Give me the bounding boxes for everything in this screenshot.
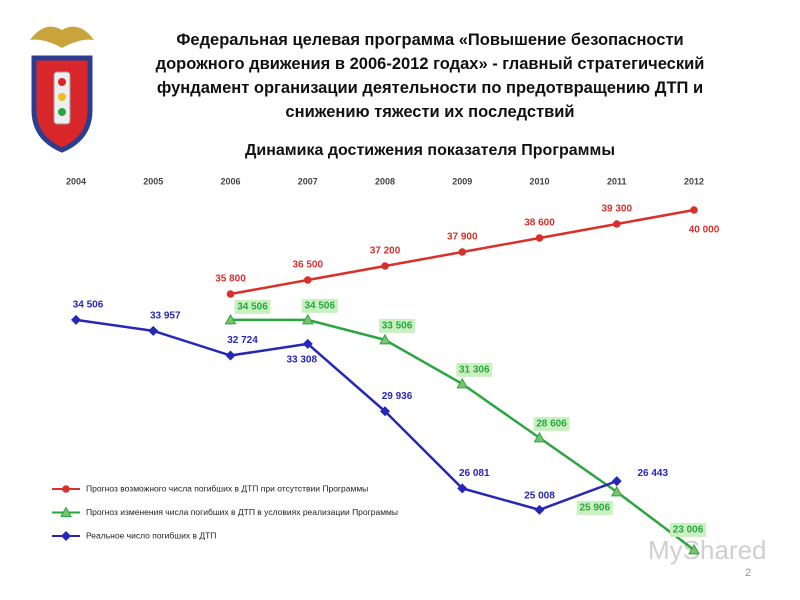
marker (690, 206, 698, 214)
x-tick-label: 2012 (684, 176, 704, 186)
data-label: 29 936 (382, 391, 413, 402)
data-label: 34 506 (73, 300, 104, 311)
data-label: 26 081 (459, 468, 490, 479)
data-label: 34 506 (304, 301, 335, 312)
data-label: 37 200 (370, 246, 401, 257)
data-label: 40 000 (689, 225, 720, 236)
data-label: 35 800 (215, 274, 246, 285)
marker (381, 262, 389, 270)
label-box (456, 362, 493, 377)
marker (302, 338, 313, 349)
x-tick-label: 2009 (452, 176, 472, 186)
chart-subtitle: Динамика достижения показателя Программы (245, 142, 615, 159)
label-box (576, 500, 613, 515)
legend-label: Прогноз изменения числа погибших в ДТП в… (86, 507, 398, 517)
data-label: 39 300 (601, 204, 632, 215)
marker (612, 220, 621, 228)
legend-label: Прогноз возможного числа погибших в ДТП … (86, 483, 368, 493)
marker (688, 543, 700, 555)
data-label: 25 906 (579, 503, 610, 514)
marker (611, 476, 622, 487)
x-tick-label: 2010 (529, 176, 549, 186)
marker (303, 276, 312, 284)
label-box (670, 522, 706, 537)
marker (224, 313, 237, 325)
data-label: 36 500 (292, 260, 323, 271)
marker (226, 290, 235, 298)
emblem (30, 26, 94, 153)
marker (380, 406, 390, 417)
marker (71, 314, 81, 325)
marker (148, 325, 159, 336)
data-label: 32 724 (227, 335, 258, 346)
data-label: 38 600 (524, 218, 555, 229)
marker (535, 234, 544, 242)
data-label: 31 306 (459, 365, 490, 376)
data-label: 37 900 (447, 232, 478, 243)
x-tick-label: 2004 (66, 176, 86, 186)
data-label: 28 606 (536, 419, 567, 430)
label-box (379, 318, 415, 333)
data-label: 33 957 (150, 311, 181, 322)
data-label: 33 308 (286, 354, 317, 365)
data-label: 33 506 (382, 321, 413, 332)
x-tick-label: 2006 (220, 176, 240, 186)
data-label: 23 006 (673, 525, 704, 536)
marker (457, 483, 468, 494)
legend-label: Реальное число погибших в ДТП (86, 530, 216, 540)
label-box (234, 299, 271, 314)
x-tick-label: 2007 (298, 176, 318, 186)
data-label: 34 506 (237, 302, 268, 313)
label-box (301, 298, 338, 313)
series-line (75, 318, 618, 512)
marker (225, 350, 236, 361)
marker (379, 333, 391, 345)
page-number: 2 (745, 567, 751, 579)
marker (301, 313, 314, 325)
marker (534, 504, 545, 515)
slide-title: Федеральная целевая программа «Повышение… (155, 31, 705, 121)
x-tick-label: 2011 (607, 176, 627, 186)
watermark: MyShared (648, 535, 767, 565)
marker (456, 377, 469, 389)
marker (62, 485, 70, 493)
x-tick-label: 2008 (375, 176, 395, 186)
x-tick-label: 2005 (143, 176, 163, 186)
marker (60, 506, 72, 517)
marker (610, 485, 623, 497)
marker (61, 531, 71, 541)
marker (458, 248, 467, 256)
data-label: 26 443 (637, 468, 668, 479)
data-label: 25 008 (524, 490, 555, 501)
label-box (533, 416, 570, 431)
marker (533, 431, 546, 443)
